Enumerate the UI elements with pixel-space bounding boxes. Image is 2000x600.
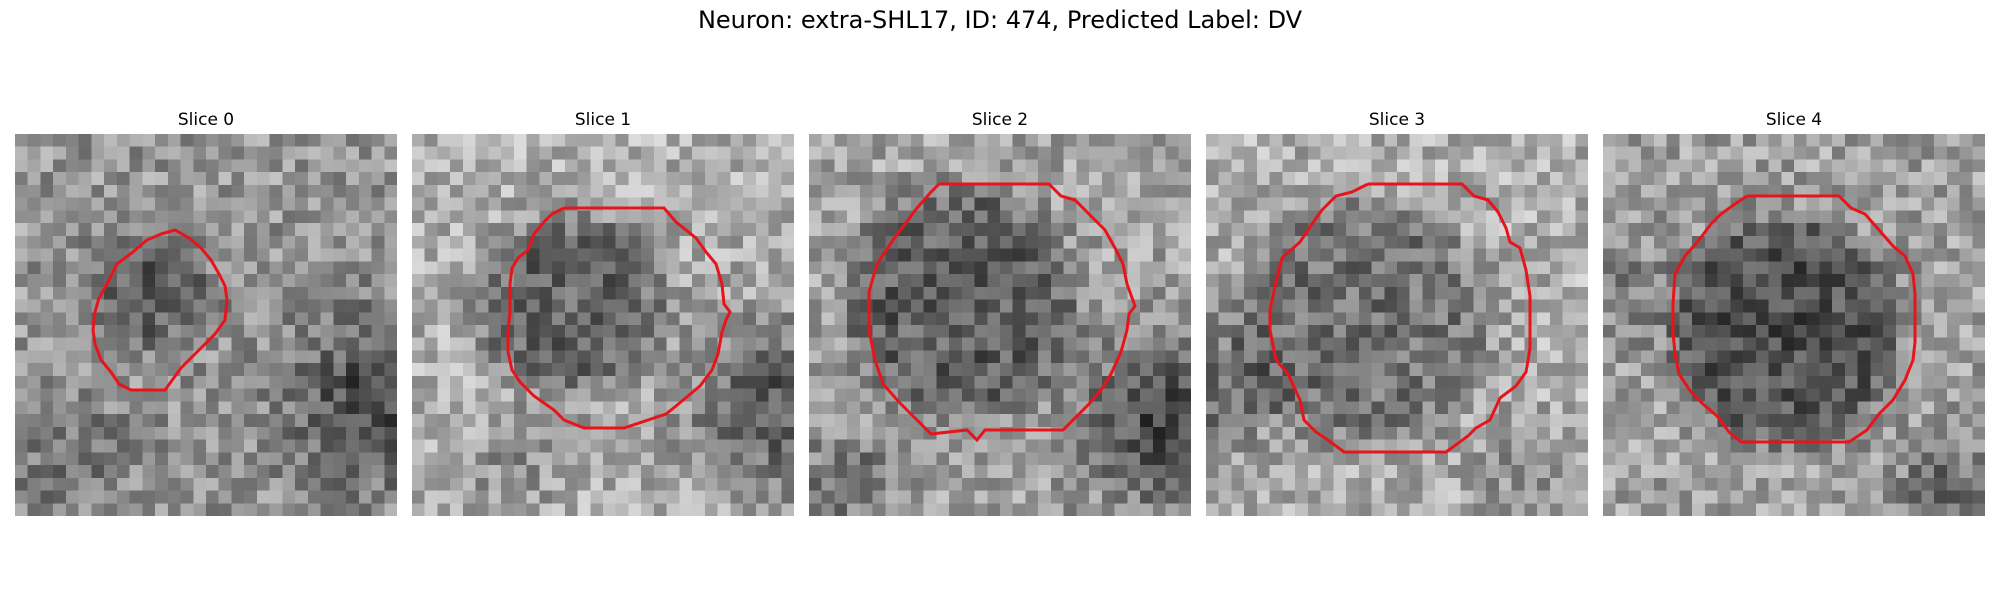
slice-image xyxy=(1206,134,1588,516)
slice-image xyxy=(15,134,397,516)
figure-title: Neuron: extra-SHL17, ID: 474, Predicted … xyxy=(697,6,1303,34)
neuron-contour xyxy=(91,228,229,392)
slice-image xyxy=(412,134,794,516)
slice-title: Slice 2 xyxy=(971,110,1029,130)
neuron-contour xyxy=(1671,194,1917,444)
slice-title: Slice 0 xyxy=(177,110,235,130)
slice-title: Slice 3 xyxy=(1368,110,1426,130)
neuron-contour xyxy=(867,182,1137,443)
slice-title: Slice 1 xyxy=(574,110,632,130)
neuron-contour xyxy=(506,206,732,430)
neuron-contour xyxy=(1268,182,1532,454)
slice-image xyxy=(809,134,1191,516)
slice-title: Slice 4 xyxy=(1765,110,1823,130)
slice-image xyxy=(1603,134,1985,516)
